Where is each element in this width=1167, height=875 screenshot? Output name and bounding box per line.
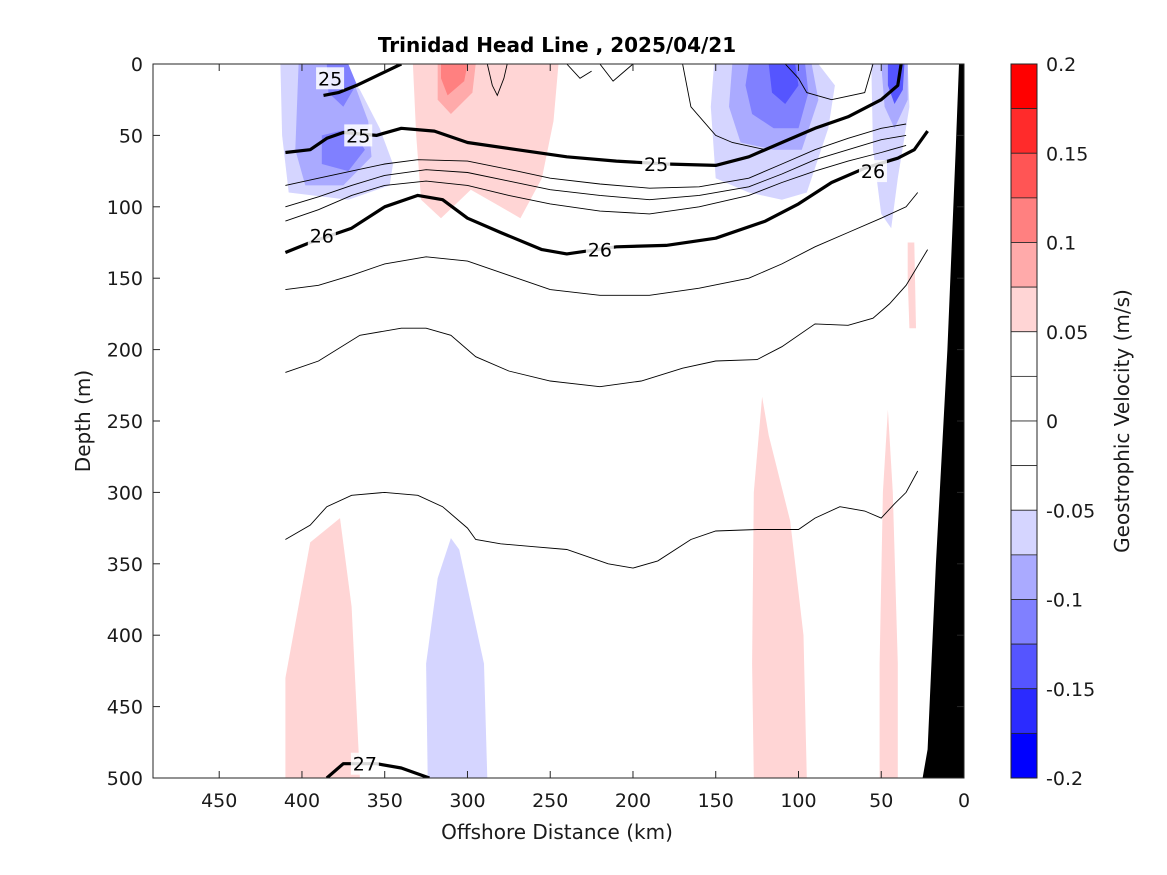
colorbar-segment [1010,554,1038,600]
contour-label-bg [344,124,373,147]
colorbar-segment [1010,375,1038,422]
isopycnal-25 [323,64,402,97]
x-axis-ticks: 450 400 350 300 250 200 150 100 50 0 [201,64,970,812]
contour-label-26: 26 [588,240,612,262]
y-tick-label: 150 [107,268,143,290]
thin-contour-line [486,64,508,97]
velocity-patch-negative [768,64,799,104]
thin-contour-line [285,249,928,388]
x-tick-label: 300 [449,790,485,812]
y-tick-label: 100 [107,197,143,219]
y-tick-label: 500 [107,768,143,790]
colorbar-segment [1010,420,1038,467]
colorbar-tick-label: 0.1 [1046,233,1076,255]
x-tick-label: 400 [284,790,320,812]
velocity-patch-positive [441,64,468,96]
thin-contour-line [285,144,907,222]
x-tick-label: 100 [780,790,816,812]
colorbar-segment [1010,63,1038,110]
y-tick-label: 450 [107,697,143,719]
contour-labels: 25 25 25 26 26 26 27 [307,67,887,776]
thin-contour-line [784,64,874,101]
contour-label-25: 25 [346,125,370,147]
thin-contour-line [566,64,592,79]
y-tick-label: 200 [107,340,143,362]
colorbar-segment [1010,108,1038,154]
y-tick-label: 250 [107,411,143,433]
colorbar-frame [1010,63,1038,779]
thin-contour-line [285,192,919,296]
x-tick-label: 200 [615,790,651,812]
y-axis-ticks: 0 50 100 150 200 250 300 350 400 450 500 [107,54,964,790]
y-axis-label: Depth (m) [71,370,95,472]
chart-title: Trinidad Head Line , 2025/04/21 [378,33,736,57]
colorbar-tick-label: 0 [1046,411,1058,433]
y-tick-label: 300 [107,482,143,504]
seafloor-shape [922,64,964,778]
contour-label-bg [316,67,345,90]
velocity-patch-positive [907,242,916,329]
x-axis-label: Offshore Distance (km) [441,820,673,844]
x-tick-label: 50 [869,790,893,812]
colorbar-segment [1010,732,1038,779]
contour-label-bg [307,224,336,247]
colorbar-segment [1010,465,1038,511]
bathymetry [922,64,964,778]
velocity-patch-positive [285,518,360,778]
contour-label-26: 26 [310,225,334,247]
x-tick-label: 250 [532,790,568,812]
colorbar-segment [1010,688,1038,734]
plot-area: 25 25 25 26 26 26 27 [280,64,964,778]
colorbar-label: Geostrophic Velocity (m/s) [1110,289,1134,553]
colorbar-segment [1010,286,1038,333]
contour-label-bg [585,238,614,261]
axes: 450 400 350 300 250 200 150 100 50 0 050100150200… [107,54,970,812]
colorbar: 0.2 0.15 0.1 0.05 0 -0.05 -0.1 -0.15 -0.2 [1010,54,1095,790]
colorbar-segment [1010,242,1038,288]
colorbar-tick-label: -0.15 [1046,679,1095,701]
x-tick-label: 0 [958,790,970,812]
contour-label-25: 25 [318,68,342,90]
colorbar-segment [1010,152,1038,199]
x-tick-label: 150 [698,790,734,812]
colorbar-segment [1010,197,1038,243]
thin-contour-line [285,470,919,569]
y-tick-label: 0 [131,54,143,76]
thin-contour-line [599,64,634,82]
colorbar-segment [1010,599,1038,645]
thin-contour-line [285,123,907,189]
thin-contour-line [285,134,907,208]
colorbar-tick-label: -0.1 [1046,590,1083,612]
colorbar-tick-label: -0.2 [1046,768,1083,790]
y-tick-label: 400 [107,625,143,647]
contour-label-bg [858,160,887,183]
x-tick-label: 450 [201,790,237,812]
contour-label-27: 27 [353,754,377,776]
velocity-patch-positive [879,409,898,778]
contour-label-25: 25 [644,154,668,176]
contour-label-26: 26 [861,161,885,183]
velocity-patch-positive [752,396,807,778]
x-tick-label: 350 [367,790,403,812]
velocity-patches [280,64,916,778]
y-tick-label: 50 [119,125,143,147]
thin-isopycnals [285,64,928,569]
colorbar-tick-label: 0.15 [1046,143,1088,165]
colorbar-segment [1010,331,1038,377]
y-tick-label: 350 [107,554,143,576]
colorbar-tick-label: 0.2 [1046,54,1076,76]
contour-label-bg [642,152,671,175]
velocity-patch-negative [426,538,488,778]
contour-label-bg [350,752,379,775]
colorbar-segment [1010,643,1038,690]
thin-contour-line [682,64,766,151]
colorbar-tick-label: 0.05 [1046,322,1088,344]
colorbar-segment [1010,509,1038,556]
colorbar-tick-label: -0.05 [1046,500,1095,522]
